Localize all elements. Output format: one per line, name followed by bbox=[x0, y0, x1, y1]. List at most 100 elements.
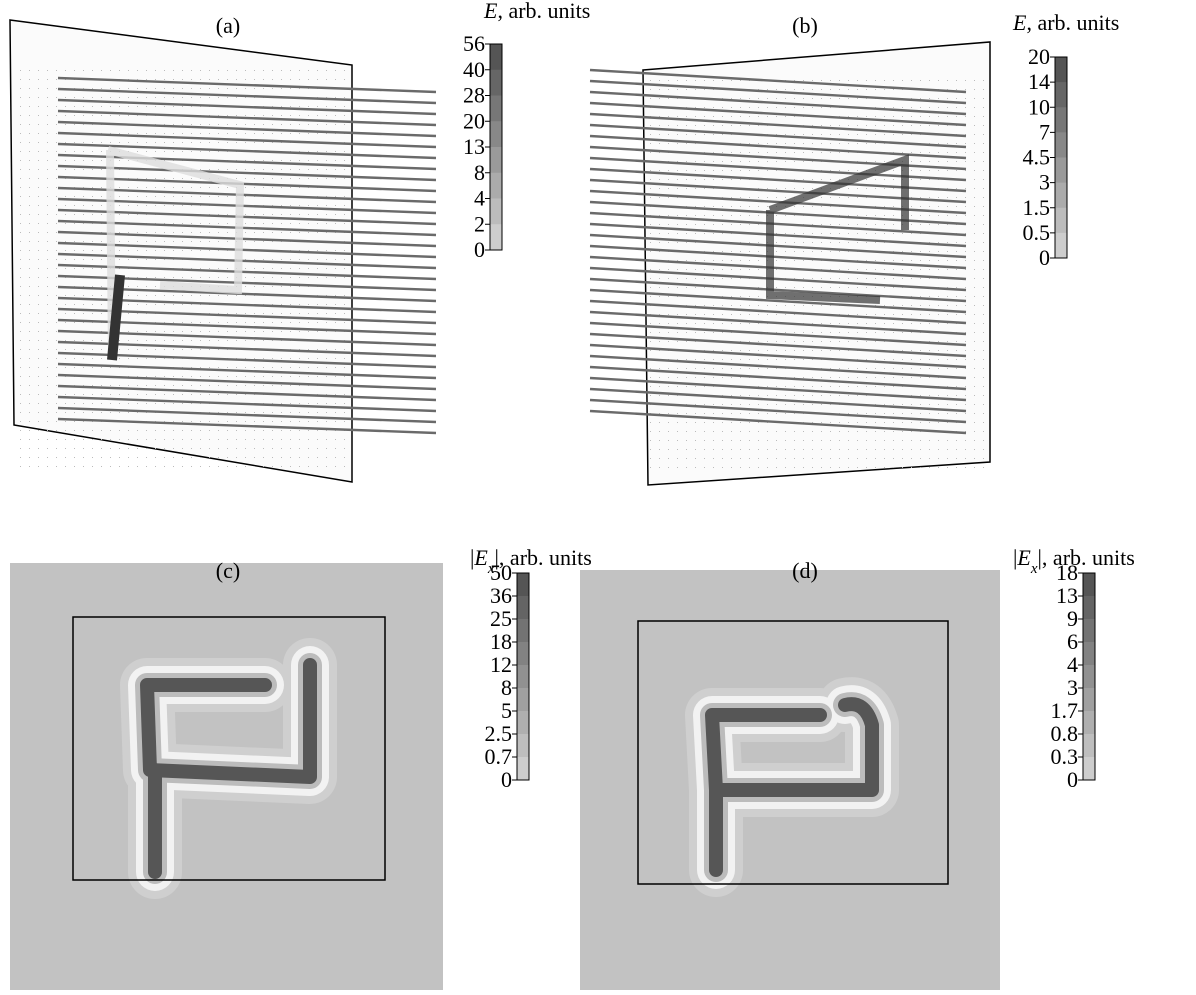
field-dot bbox=[344, 214, 345, 215]
field-dot bbox=[299, 457, 300, 458]
field-dot bbox=[704, 323, 705, 324]
field-dot bbox=[74, 439, 75, 440]
field-dot bbox=[83, 466, 84, 467]
field-dot bbox=[56, 214, 57, 215]
field-dot bbox=[686, 332, 687, 333]
colorbar-segment bbox=[517, 734, 529, 758]
field-dot bbox=[326, 412, 327, 413]
colorbar-tick-label: 56 bbox=[463, 31, 485, 56]
field-dot bbox=[317, 79, 318, 80]
field-dot bbox=[245, 133, 246, 134]
field-dot bbox=[245, 376, 246, 377]
field-dot bbox=[56, 79, 57, 80]
field-dot bbox=[956, 314, 957, 315]
field-dot bbox=[677, 314, 678, 315]
field-dot bbox=[938, 125, 939, 126]
field-dot bbox=[920, 80, 921, 81]
field-dot bbox=[29, 250, 30, 251]
field-dot bbox=[254, 448, 255, 449]
colorbar-segment bbox=[517, 711, 529, 735]
field-dot bbox=[335, 448, 336, 449]
field-dot bbox=[191, 187, 192, 188]
field-dot bbox=[767, 368, 768, 369]
field-dot bbox=[245, 412, 246, 413]
field-dot bbox=[92, 196, 93, 197]
field-dot bbox=[290, 439, 291, 440]
field-dot bbox=[731, 152, 732, 153]
field-dot bbox=[785, 260, 786, 261]
field-dot bbox=[722, 368, 723, 369]
field-dot bbox=[776, 350, 777, 351]
field-dot bbox=[191, 97, 192, 98]
field-dot bbox=[686, 233, 687, 234]
field-dot bbox=[713, 404, 714, 405]
field-dot bbox=[731, 251, 732, 252]
field-dot bbox=[686, 161, 687, 162]
field-dot bbox=[200, 367, 201, 368]
field-dot bbox=[245, 286, 246, 287]
field-dot bbox=[929, 170, 930, 171]
field-dot bbox=[866, 134, 867, 135]
field-dot bbox=[290, 430, 291, 431]
field-dot bbox=[974, 80, 975, 81]
field-dot bbox=[47, 349, 48, 350]
field-dot bbox=[902, 278, 903, 279]
field-dot bbox=[281, 313, 282, 314]
field-dot bbox=[299, 133, 300, 134]
field-dot bbox=[911, 116, 912, 117]
field-dot bbox=[956, 269, 957, 270]
field-dot bbox=[884, 125, 885, 126]
field-dot bbox=[137, 295, 138, 296]
field-dot bbox=[758, 395, 759, 396]
field-dot bbox=[857, 323, 858, 324]
field-dot bbox=[20, 421, 21, 422]
field-dot bbox=[884, 323, 885, 324]
field-dot bbox=[128, 331, 129, 332]
colorbar-tick-label: 2.5 bbox=[485, 721, 513, 746]
field-dot bbox=[821, 332, 822, 333]
field-dot bbox=[812, 80, 813, 81]
field-dot bbox=[308, 232, 309, 233]
field-dot bbox=[686, 224, 687, 225]
field-dot bbox=[29, 448, 30, 449]
field-dot bbox=[947, 161, 948, 162]
field-dot bbox=[911, 251, 912, 252]
field-dot bbox=[227, 448, 228, 449]
field-dot bbox=[299, 448, 300, 449]
field-dot bbox=[659, 143, 660, 144]
field-dot bbox=[317, 448, 318, 449]
field-dot bbox=[956, 188, 957, 189]
field-dot bbox=[146, 241, 147, 242]
field-dot bbox=[722, 278, 723, 279]
field-dot bbox=[983, 161, 984, 162]
field-dot bbox=[830, 179, 831, 180]
field-dot bbox=[47, 205, 48, 206]
field-dot bbox=[776, 242, 777, 243]
field-dot bbox=[956, 449, 957, 450]
field-dot bbox=[713, 305, 714, 306]
field-dot bbox=[335, 214, 336, 215]
field-dot bbox=[173, 340, 174, 341]
field-dot bbox=[128, 349, 129, 350]
field-dot bbox=[92, 259, 93, 260]
field-dot bbox=[893, 287, 894, 288]
field-dot bbox=[119, 412, 120, 413]
field-dot bbox=[74, 466, 75, 467]
field-dot bbox=[650, 350, 651, 351]
field-dot bbox=[164, 340, 165, 341]
field-dot bbox=[101, 187, 102, 188]
field-dot bbox=[848, 431, 849, 432]
field-dot bbox=[731, 224, 732, 225]
field-dot bbox=[209, 385, 210, 386]
field-dot bbox=[290, 205, 291, 206]
field-dot bbox=[344, 178, 345, 179]
field-dot bbox=[866, 80, 867, 81]
field-dot bbox=[263, 268, 264, 269]
field-dot bbox=[74, 421, 75, 422]
field-dot bbox=[74, 304, 75, 305]
field-dot bbox=[830, 350, 831, 351]
field-dot bbox=[173, 277, 174, 278]
field-dot bbox=[281, 124, 282, 125]
field-dot bbox=[659, 170, 660, 171]
field-dot bbox=[659, 242, 660, 243]
